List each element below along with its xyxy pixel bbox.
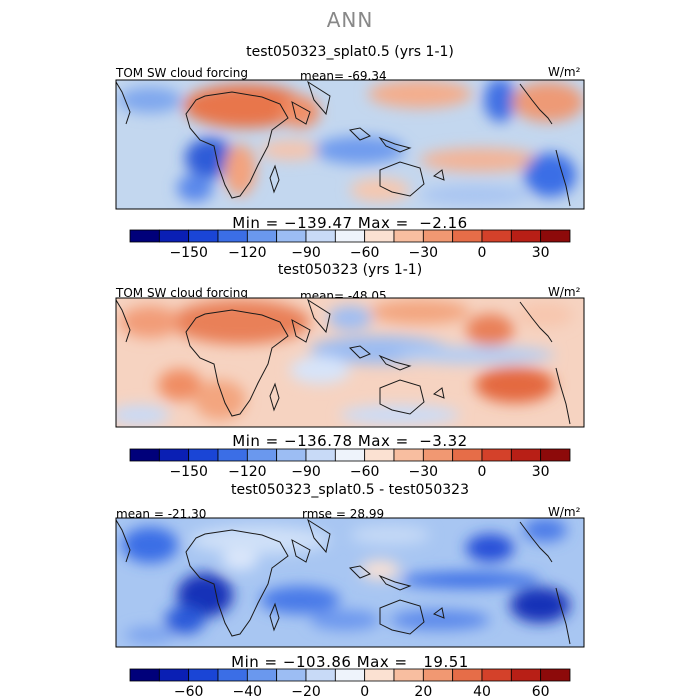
colorbar-tick-label: 0 [478,245,487,261]
colorbar-tick-label: −60 [174,684,204,700]
panel-3-minmax: Min = −103.86 Max = 19.51 [231,653,469,671]
colorbar-swatch [510,668,542,682]
colorbar-swatch [129,229,160,243]
colorbar-swatch [422,668,454,682]
colorbar-tick-label: −40 [233,684,263,700]
colorbar-swatch [305,668,336,682]
colorbar-swatch [510,229,542,243]
colorbar-swatch [217,448,248,462]
colorbar-tick-label: −60 [350,245,380,261]
colorbar-swatch [422,448,454,462]
colorbar-tick-label: −120 [228,464,266,480]
colorbar-tick-label: −30 [409,464,439,480]
panel-2-colorbar: −150 −120 −90 −60 −30 0 30 [129,448,571,480]
colorbar-swatch [276,229,307,243]
panel-1-map [115,79,585,210]
colorbar-swatch [305,448,336,462]
colorbar-tick-label: −60 [350,464,380,480]
colorbar-swatch [334,668,366,682]
panel-2-map [115,297,585,428]
colorbar-swatch [452,668,483,682]
colorbar-tick-label: 60 [532,684,550,700]
colorbar-swatch [188,668,219,682]
colorbar-swatch [305,229,336,243]
colorbar-swatch [188,229,219,243]
panel-2-minmax: Min = −136.78 Max = −3.32 [232,432,468,450]
colorbar-swatch [452,229,483,243]
colorbar-swatch [481,229,512,243]
colorbar-swatch [540,229,571,243]
panel-2-variable-label: TOM SW cloud forcing [116,286,248,300]
colorbar-swatch [364,668,395,682]
colorbar-swatch [158,229,190,243]
panel-3-title: test050323_splat0.5 - test050323 [230,482,469,498]
colorbar-tick-label: −150 [169,464,207,480]
colorbar-swatch [393,229,424,243]
colorbar-swatch [276,448,307,462]
colorbar-tick-label: −120 [228,245,266,261]
panel-3-map [115,517,585,648]
colorbar-swatch [540,448,571,462]
colorbar-tick-label: 30 [532,245,550,261]
panel-1-units-label: W/m² [548,65,581,79]
panel-3-units-label: W/m² [548,505,581,519]
panel-1-title: test050323_splat0.5 (yrs 1-1) [246,44,454,60]
colorbar-swatch [364,229,395,243]
colorbar-swatch [364,448,395,462]
colorbar-tick-label: −20 [291,684,321,700]
colorbar-swatch [158,668,190,682]
colorbar-swatch [246,448,278,462]
colorbar-swatch [129,448,160,462]
colorbar-swatch [422,229,454,243]
panel-2-units-label: W/m² [548,285,581,299]
panel-2-title: test050323 (yrs 1-1) [277,262,423,278]
main-title: ANN [326,8,374,32]
colorbar-tick-label: −90 [291,464,321,480]
colorbar-swatch [246,668,278,682]
colorbar-swatch [334,448,366,462]
colorbar-tick-label: 0 [478,464,487,480]
colorbar-swatch [540,668,571,682]
colorbar-tick-label: −150 [169,245,207,261]
colorbar-swatch [452,448,483,462]
colorbar-swatch [158,448,190,462]
panel-1-minmax: Min = −139.47 Max = −2.16 [232,214,468,232]
colorbar-swatch [217,229,248,243]
colorbar-tick-label: 0 [360,684,369,700]
colorbar-swatch [246,229,278,243]
colorbar-tick-label: 40 [473,684,491,700]
colorbar-swatch [129,668,160,682]
panel-1-variable-label: TOM SW cloud forcing [116,66,248,80]
colorbar-swatch [217,668,248,682]
colorbar-swatch [481,668,512,682]
colorbar-swatch [393,668,424,682]
colorbar-swatch [276,668,307,682]
colorbar-swatch [188,448,219,462]
colorbar-swatch [393,448,424,462]
colorbar-swatch [510,448,542,462]
colorbar-swatch [334,229,366,243]
colorbar-tick-label: 20 [414,684,432,700]
panel-1-colorbar: −150 −120 −90 −60 −30 0 30 [129,229,571,261]
panel-3-colorbar: −60 −40 −20 0 20 40 60 [129,668,571,700]
colorbar-tick-label: 30 [532,464,550,480]
colorbar-swatch [481,448,512,462]
colorbar-tick-label: −30 [409,245,439,261]
colorbar-tick-label: −90 [291,245,321,261]
